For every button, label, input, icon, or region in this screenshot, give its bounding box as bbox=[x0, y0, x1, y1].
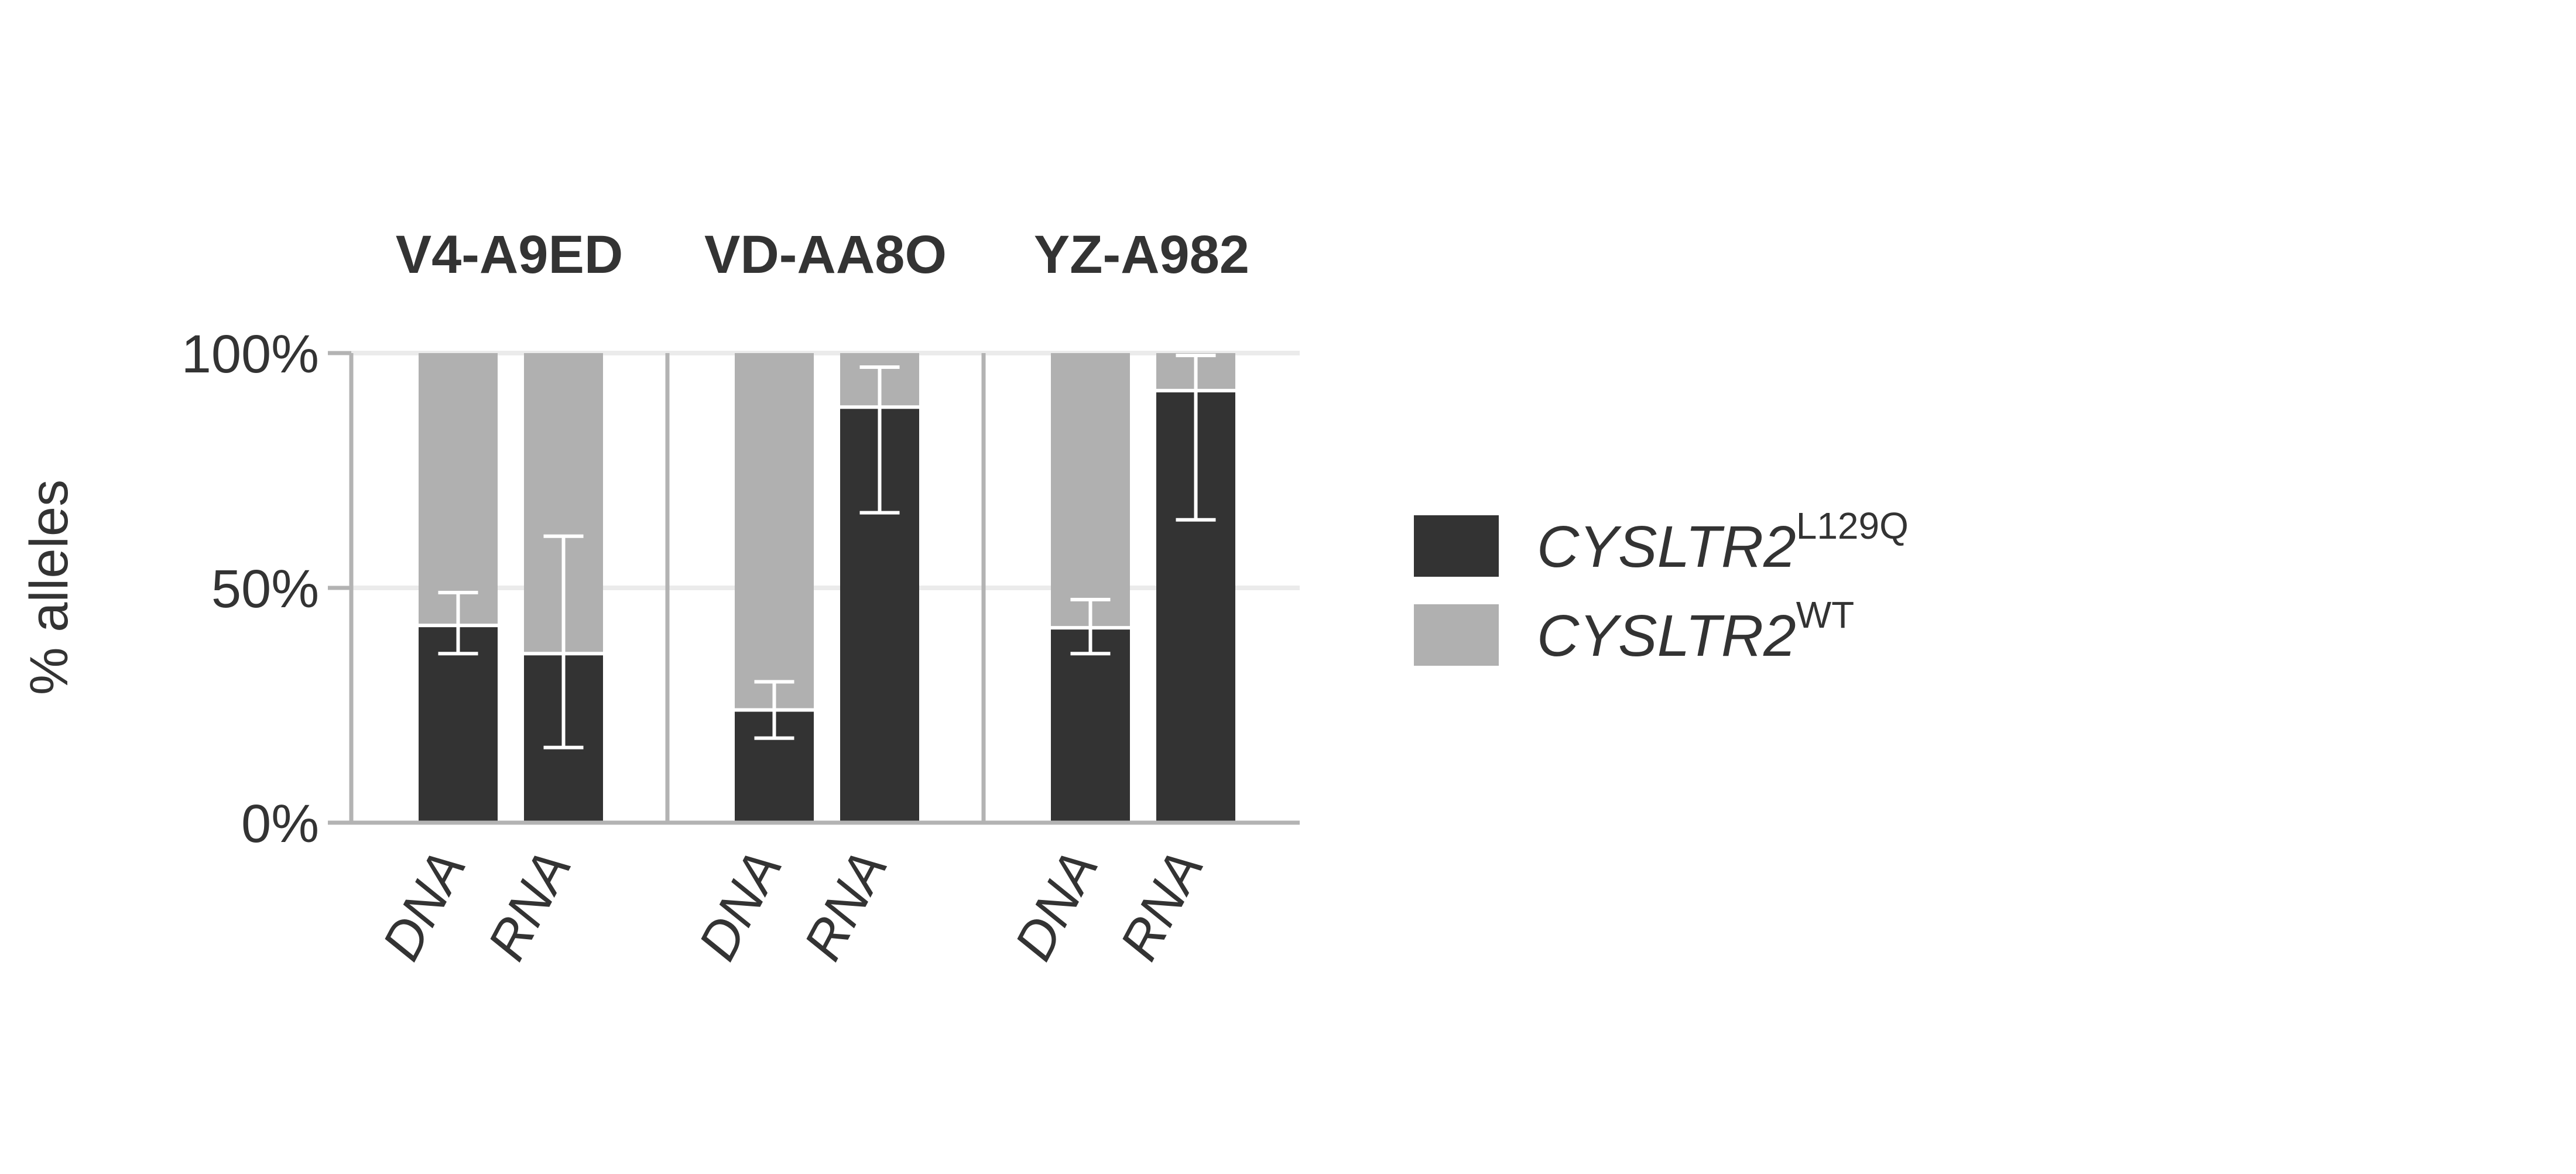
y-tick-label: 50% bbox=[211, 559, 319, 619]
x-tick-label: DNA bbox=[1003, 841, 1109, 970]
legend-label-wildtype: CYSLTR2WT bbox=[1537, 594, 1854, 669]
legend-label-mutant: CYSLTR2L129Q bbox=[1537, 505, 1909, 580]
legend-swatch-wildtype bbox=[1414, 604, 1499, 666]
legend-label-base: CYSLTR2 bbox=[1537, 603, 1796, 669]
x-tick-label: RNA bbox=[1109, 841, 1215, 970]
x-tick-label: RNA bbox=[477, 841, 583, 970]
facet-title: YZ-A982 bbox=[1034, 225, 1249, 285]
y-tick-label: 100% bbox=[181, 324, 319, 384]
y-axis-title: % alleles bbox=[19, 480, 79, 695]
y-tick-label: 0% bbox=[241, 794, 319, 854]
bar-segment-wildtype bbox=[1051, 353, 1130, 628]
facet-title: VD-AA8O bbox=[704, 225, 947, 285]
bar-segment-mutant bbox=[1051, 628, 1130, 823]
bar-segment-wildtype bbox=[735, 353, 814, 710]
legend-swatch-mutant bbox=[1414, 515, 1499, 577]
plot-area: 0%50%100%V4-A9EDDNARNAVD-AA8ODNARNAYZ-A9… bbox=[181, 225, 1300, 970]
legend-label-superscript: L129Q bbox=[1796, 505, 1909, 547]
facet-title: V4-A9ED bbox=[396, 225, 624, 285]
x-tick-label: RNA bbox=[793, 841, 899, 970]
legend-label-superscript: WT bbox=[1796, 594, 1855, 636]
x-tick-label: DNA bbox=[687, 841, 793, 970]
x-tick-label: DNA bbox=[371, 841, 477, 970]
legend-label-base: CYSLTR2 bbox=[1537, 514, 1796, 580]
bar-segment-wildtype bbox=[419, 353, 498, 626]
bar-segment-mutant bbox=[419, 625, 498, 823]
